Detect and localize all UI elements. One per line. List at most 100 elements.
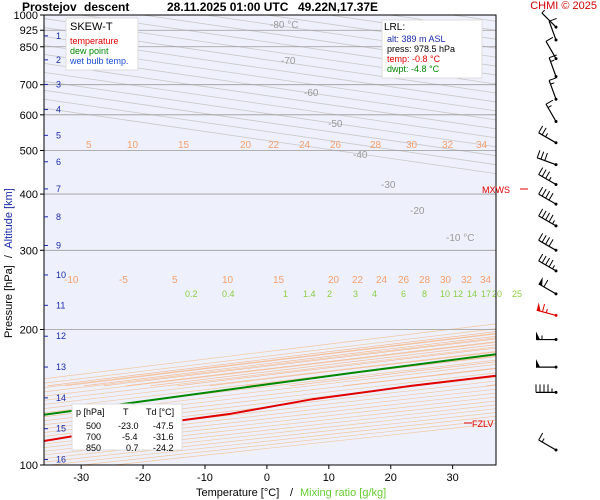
isotherm-line (44, 80, 496, 148)
wind-barb-base (554, 75, 558, 79)
moist-adiabat-label: 28 (370, 140, 382, 151)
isotherm-label: -60 (304, 88, 319, 99)
lrl-temp: temp: -0.8 °C (387, 54, 441, 64)
wind-barb-base (554, 202, 558, 206)
moist-adiabat-label: 34 (480, 275, 492, 286)
altitude-tick-label: 11 (56, 300, 65, 310)
wind-barb (545, 99, 558, 123)
wind-barb-staff (538, 132, 557, 144)
moist-adiabat-label: 15 (178, 140, 190, 151)
wind-barb-feather (541, 188, 547, 197)
profile-series (44, 353, 496, 443)
pressure-tick-label: 500 (20, 145, 38, 157)
moist-adiabat-label: 30 (440, 275, 452, 286)
wind-barb-feather (538, 186, 544, 195)
mixing-ratio-label: 4 (372, 289, 377, 299)
moist-adiabat-label: 5 (172, 275, 178, 286)
wind-barb (538, 276, 558, 296)
moist-adiabat-line (577, 15, 600, 386)
wind-barbs (535, 9, 558, 452)
wind-barb-feather (540, 151, 545, 160)
moist-adiabat-label: 22 (268, 140, 280, 151)
wind-barb-half-feather (541, 438, 545, 443)
altitude-tick-label: 10 (56, 270, 66, 280)
chart-header: Prostejov descent 28.11.2025 01:00 UTC 4… (0, 0, 600, 15)
legend-box: SKEW-T temperature dew point wet bulb te… (65, 17, 139, 71)
wind-barb-staff (538, 239, 557, 251)
wind-barb-feather (545, 36, 554, 42)
mixing-ratio-label: 0.4 (222, 289, 235, 299)
wind-barb-feather (548, 259, 554, 268)
moist-adiabat-label: 26 (398, 275, 410, 286)
wind-barb (536, 302, 558, 317)
table-cell: 850 (86, 443, 101, 453)
wind-barb-feather (545, 99, 554, 105)
wind-barb-half-feather (550, 59, 555, 62)
table-cell: 700 (86, 432, 101, 442)
temperature-tick-label: -20 (135, 472, 151, 484)
wind-barb-feather (538, 432, 544, 441)
altitude-tick-label: 16 (56, 455, 66, 465)
wind-barb-feather (538, 167, 544, 175)
altitude-tick-label: 14 (56, 393, 66, 403)
x-axis-label-mixing: Mixing ratio [g/kg] (300, 487, 386, 499)
temperature-tick-label: 10 (323, 472, 335, 484)
pressure-tick-label: 700 (20, 80, 38, 92)
altitude-tick-label: 13 (56, 362, 66, 372)
wind-barb-staff (538, 215, 557, 227)
table-header-td: Td [°C] (146, 407, 174, 417)
wind-barb (538, 233, 558, 252)
mixing-ratio-label: 14 (467, 289, 477, 299)
wind-barb-base (554, 25, 558, 29)
wind-barb-feather (548, 239, 554, 247)
moist-adiabat-label: 20 (240, 140, 252, 151)
temperature-tick-label: -30 (73, 472, 89, 484)
grid-labels: -80 °C-70-60-50-40-30-20-10 °C5 10 15 20 22 2… (64, 20, 522, 299)
x-axis-title: Temperature [°C] / Mixing ratio [g/kg] (196, 487, 386, 499)
wind-barb-half-feather (547, 105, 552, 109)
isotherm-line (44, 45, 496, 112)
altitude-tick-label: 2 (56, 55, 61, 65)
isotherm-line (44, 54, 496, 121)
wind-barb-base (554, 38, 558, 42)
wind-barb-half-feather (552, 220, 555, 225)
mixing-ratio-label: 17 (481, 289, 491, 299)
series-line-temperature (44, 374, 496, 443)
altitude-tick-label: 9 (56, 240, 61, 250)
wind-barb-base (554, 269, 558, 273)
values-table: p [hPa] T Td [°C] 500 -23.0 -47.5 700 -5… (71, 403, 183, 453)
wind-barb-half-feather (550, 82, 555, 85)
x-axis-label-temperature: Temperature [°C] (196, 487, 279, 499)
wind-barb (536, 331, 558, 342)
wind-barb-half-feather (545, 133, 549, 138)
wind-barb-staff (548, 80, 557, 100)
isotherm-line (44, 62, 496, 130)
lrl-alt: alt: 389 m ASL (387, 34, 446, 44)
wind-barb-staff (538, 193, 557, 205)
legend-title: SKEW-T (70, 21, 113, 33)
moist-adiabat-label: 32 (442, 140, 454, 151)
wind-barb (548, 54, 558, 79)
wind-barb-staff (545, 103, 557, 122)
mixing-ratio-label: 1.4 (303, 289, 316, 299)
wind-barb-feather (545, 257, 551, 266)
wind-barb (538, 167, 558, 187)
lrl-box: LRL: alt: 389 m ASL press: 978.5 hPa tem… (381, 19, 483, 79)
wind-barb-flag (536, 302, 541, 312)
wind-barb-feather (543, 279, 549, 288)
altitude-tick-label: 1 (56, 31, 61, 41)
moist-adiabat-label: 28 (419, 275, 431, 286)
isotherm-line (515, 15, 600, 465)
wind-barb-feather (541, 127, 547, 136)
temperature-tick-label: 30 (447, 472, 459, 484)
wind-barb (538, 186, 558, 206)
moist-adiabat-label: 22 (352, 275, 364, 286)
wind-barb-feather (538, 208, 544, 217)
wind-barb-base (554, 248, 558, 252)
isotherm-line (44, 36, 496, 103)
wind-barb (536, 359, 558, 369)
wind-barb-feather (548, 77, 557, 81)
wind-barb-feather (548, 214, 554, 223)
moist-adiabat-label: 15 (273, 275, 285, 286)
legend-wetbulb: wet bulb temp. (69, 56, 129, 66)
